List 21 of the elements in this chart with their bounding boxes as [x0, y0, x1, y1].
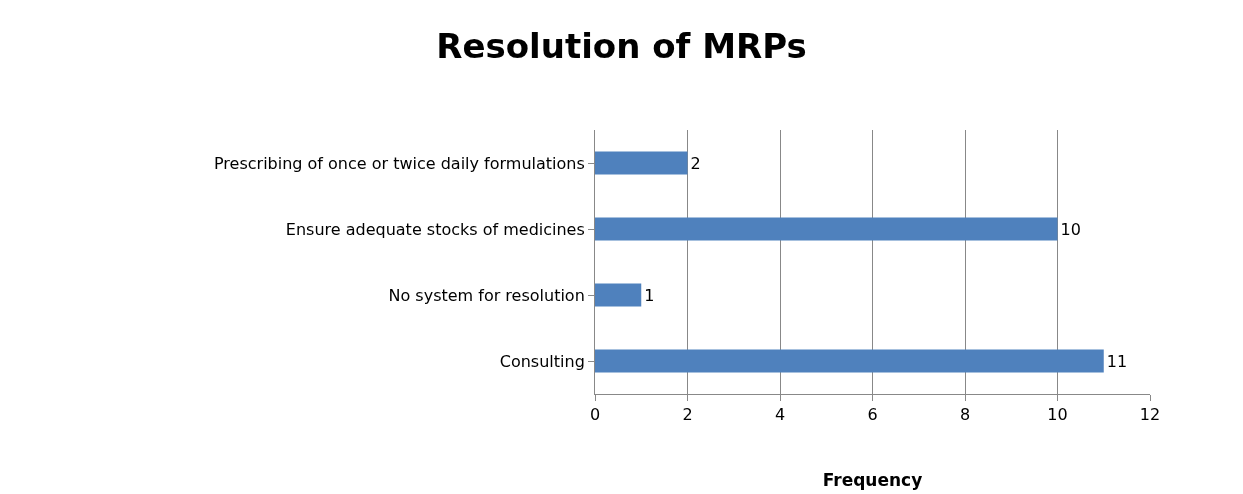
bar	[595, 151, 688, 175]
x-tick-label: 12	[1139, 405, 1161, 425]
data-label: 11	[1106, 351, 1128, 371]
y-tick-label: Consulting	[499, 351, 585, 371]
y-tick-label: Prescribing of once or twice daily formulations	[213, 153, 585, 173]
data-label: 1	[644, 285, 655, 305]
y-tick-label: Ensure adequate stocks of medicines	[285, 219, 585, 239]
x-tick-label: 10	[1047, 405, 1068, 425]
x-tick-label: 0	[589, 405, 601, 425]
data-label: 10	[1060, 219, 1081, 239]
x-axis-title: Frequency	[822, 469, 923, 490]
bar	[595, 217, 1058, 241]
y-tick-label: No system for resolution	[388, 285, 585, 305]
x-tick-label: 8	[959, 405, 971, 425]
x-tick-label: 6	[867, 405, 878, 425]
x-tick-label: 4	[774, 405, 786, 425]
bar	[595, 283, 642, 307]
x-tick-label: 2	[682, 405, 693, 425]
data-label: 2	[690, 153, 701, 173]
bar	[595, 349, 1104, 373]
chart-title: Resolution of MRPs	[436, 26, 807, 67]
